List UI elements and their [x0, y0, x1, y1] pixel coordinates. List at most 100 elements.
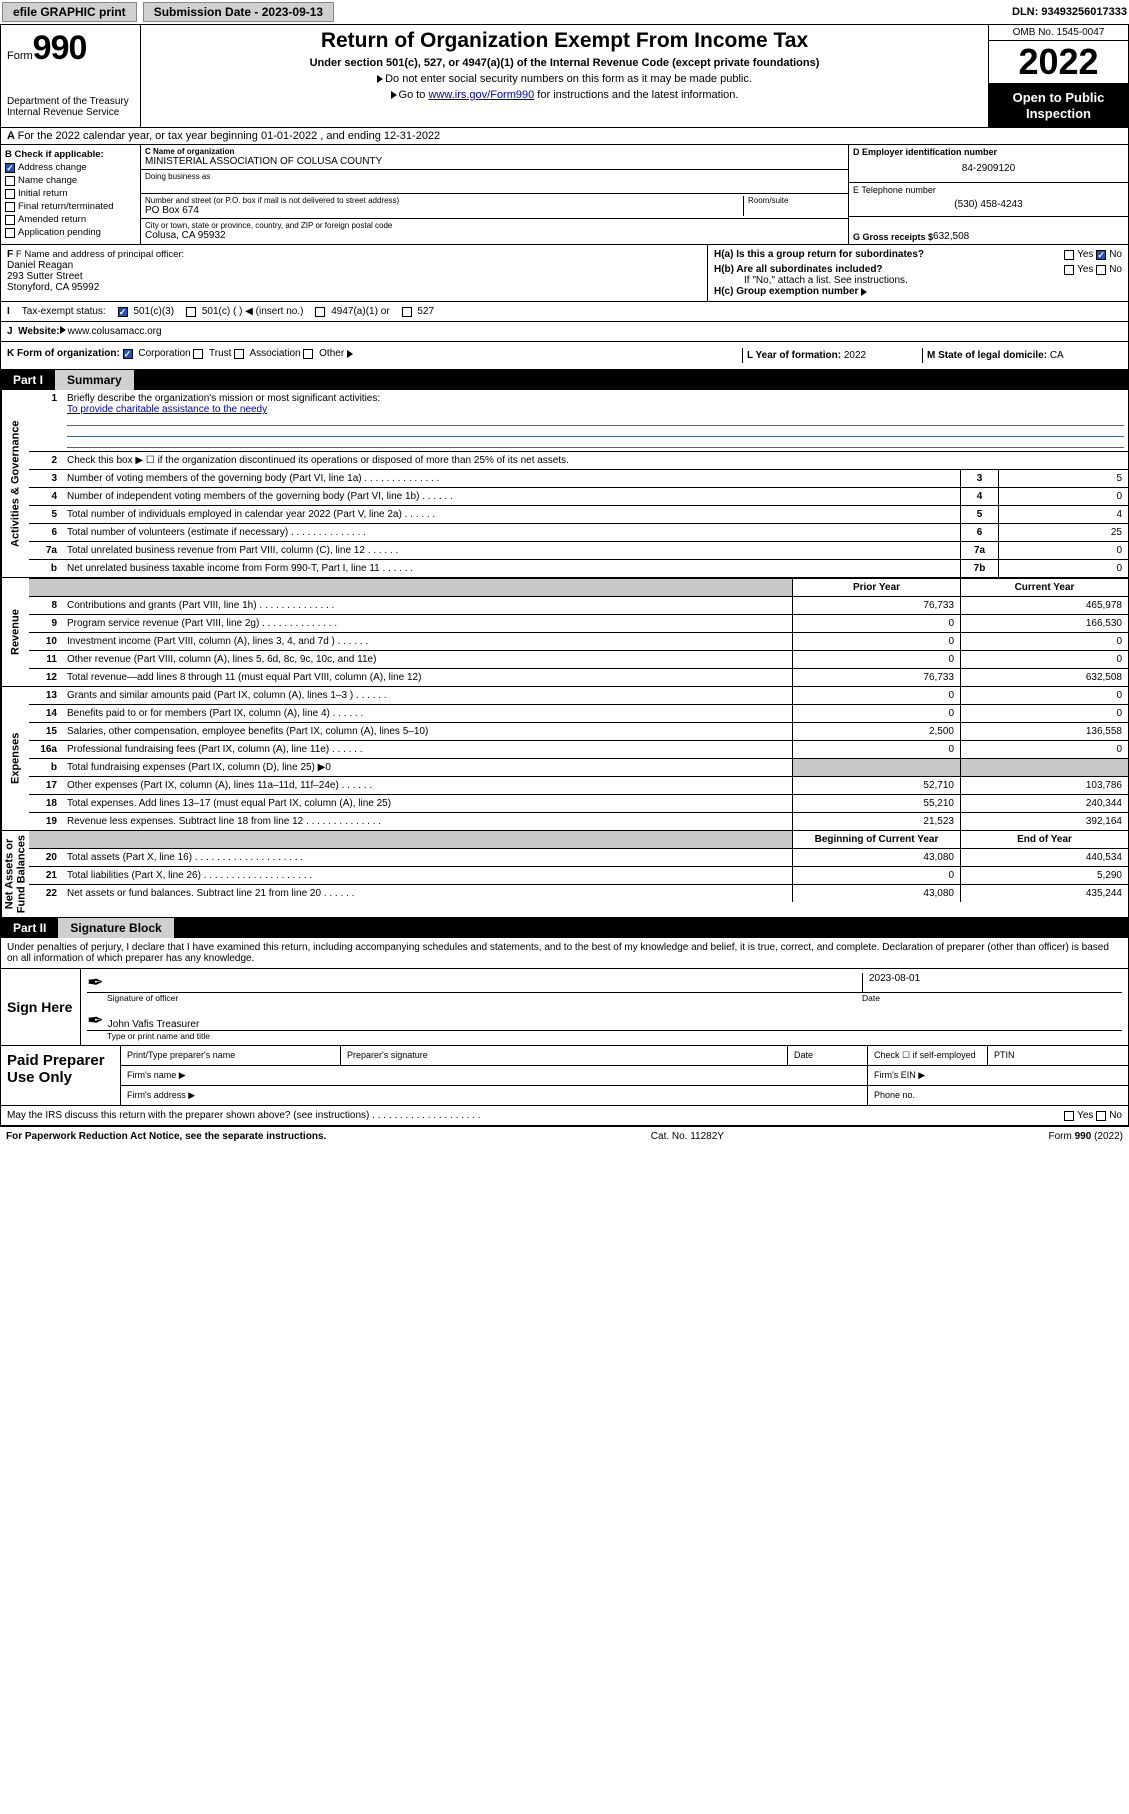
val-3: 5: [998, 470, 1128, 487]
discuss-no[interactable]: [1096, 1111, 1106, 1121]
opt-corp: Corporation: [138, 348, 190, 359]
may-irs-discuss: May the IRS discuss this return with the…: [1, 1105, 1128, 1125]
room-label: Room/suite: [748, 196, 844, 205]
e22: 435,244: [960, 885, 1128, 902]
opt-trust: Trust: [209, 348, 231, 359]
chk-trust[interactable]: [193, 349, 203, 359]
vtab-revenue: Revenue: [1, 578, 29, 686]
form-ref: Form 990 (2022): [1049, 1131, 1123, 1142]
hc-label: H(c) Group exemption number: [714, 286, 858, 297]
net-assets-section: Net Assets or Fund Balances Beginning of…: [1, 831, 1128, 918]
page-footer: For Paperwork Reduction Act Notice, see …: [0, 1126, 1129, 1146]
triangle-icon: [377, 75, 383, 83]
tax-exempt-label: Tax-exempt status:: [22, 306, 106, 317]
p13: 0: [792, 687, 960, 704]
box-b-label: B Check if applicable:: [5, 149, 136, 160]
topbar: efile GRAPHIC print Submission Date - 20…: [0, 0, 1129, 24]
sign-here-row: Sign Here ✒ 2023-08-01 Signature of offi…: [1, 968, 1128, 1045]
efile-button[interactable]: efile GRAPHIC print: [2, 2, 137, 22]
line-15: Salaries, other compensation, employee b…: [63, 723, 792, 740]
ha-no[interactable]: ✓: [1096, 250, 1106, 260]
b20: 43,080: [792, 849, 960, 866]
part-ii-header: Part II Signature Block: [1, 918, 1128, 938]
no-label: No: [1109, 1110, 1122, 1121]
submission-date-button[interactable]: Submission Date - 2023-09-13: [143, 2, 334, 22]
boxes-d-e-g: D Employer identification number 84-2909…: [848, 145, 1128, 244]
year-formation: 2022: [844, 350, 866, 361]
mission-text: To provide charitable assistance to the …: [67, 404, 267, 415]
opt-app: Application pending: [18, 227, 101, 238]
block-b-through-g: B Check if applicable: ✓Address change N…: [1, 145, 1128, 245]
ha-yes[interactable]: [1064, 250, 1074, 260]
org-name: MINISTERIAL ASSOCIATION OF COLUSA COUNTY: [145, 156, 844, 167]
header-left: Form990 Department of the Treasury Inter…: [1, 25, 141, 127]
paid-preparer-row: Paid Preparer Use Only Print/Type prepar…: [1, 1045, 1128, 1105]
line-7b: Net unrelated business taxable income fr…: [63, 560, 960, 577]
chk-527[interactable]: [402, 307, 412, 317]
c17: 103,786: [960, 777, 1128, 794]
phone-value: (530) 458-4243: [853, 195, 1124, 214]
line-16b: Total fundraising expenses (Part IX, col…: [63, 759, 792, 776]
checkbox-addr-change[interactable]: ✓: [5, 163, 15, 173]
officer-addr2: Stonyford, CA 95992: [7, 282, 99, 293]
box-e-label: E Telephone number: [853, 185, 1124, 195]
yes-label: Yes: [1077, 1110, 1093, 1121]
no-label: No: [1109, 249, 1122, 260]
chk-corp[interactable]: ✓: [123, 349, 133, 359]
chk-4947[interactable]: [315, 307, 325, 317]
current-year-head: Current Year: [960, 579, 1128, 596]
pra-notice: For Paperwork Reduction Act Notice, see …: [6, 1131, 326, 1142]
checkbox-name-change[interactable]: [5, 176, 15, 186]
opt-amended: Amended return: [18, 214, 86, 225]
dln-value: 93493256017333: [1041, 6, 1127, 18]
line-11: Other revenue (Part VIII, column (A), li…: [63, 651, 792, 668]
city-label: City or town, state or province, country…: [145, 221, 844, 230]
line-9: Program service revenue (Part VIII, line…: [63, 615, 792, 632]
chk-assoc[interactable]: [234, 349, 244, 359]
officer-name: Daniel Reagan: [7, 260, 73, 271]
irs-link[interactable]: www.irs.gov/Form990: [428, 89, 534, 101]
val-7a: 0: [998, 542, 1128, 559]
part-ii-label: Part II: [1, 918, 58, 938]
gross-receipts: 632,508: [933, 231, 969, 242]
p9: 0: [792, 615, 960, 632]
c11: 0: [960, 651, 1128, 668]
subdate-label: Submission Date -: [154, 5, 262, 19]
line-6: Total number of volunteers (estimate if …: [63, 524, 960, 541]
line-10: Investment income (Part VIII, column (A)…: [63, 633, 792, 650]
line-19: Revenue less expenses. Subtract line 18 …: [63, 813, 792, 830]
chk-501c[interactable]: [186, 307, 196, 317]
box-g-label: G Gross receipts $: [853, 232, 933, 242]
checkbox-initial[interactable]: [5, 189, 15, 199]
b21: 0: [792, 867, 960, 884]
line-k-label: K Form of organization:: [7, 348, 120, 359]
b22: 43,080: [792, 885, 960, 902]
dept-treasury: Department of the Treasury Internal Reve…: [7, 96, 134, 118]
line-8: Contributions and grants (Part VIII, lin…: [63, 597, 792, 614]
form-word: Form: [7, 50, 33, 62]
form-header: Form990 Department of the Treasury Inter…: [1, 25, 1128, 128]
hb-yes[interactable]: [1064, 265, 1074, 275]
checkbox-app-pending[interactable]: [5, 228, 15, 238]
chk-other[interactable]: [303, 349, 313, 359]
omb-number: OMB No. 1545-0047: [989, 25, 1128, 41]
c16a: 0: [960, 741, 1128, 758]
dln: DLN: 93493256017333: [1012, 6, 1127, 18]
activities-governance: Activities & Governance 1 Briefly descri…: [1, 390, 1128, 578]
city-state-zip: Colusa, CA 95932: [145, 230, 844, 241]
checkbox-final[interactable]: [5, 202, 15, 212]
p19: 21,523: [792, 813, 960, 830]
chk-501c3[interactable]: ✓: [118, 307, 128, 317]
c13: 0: [960, 687, 1128, 704]
line-12: Total revenue—add lines 8 through 11 (mu…: [63, 669, 792, 686]
form-title: Return of Organization Exempt From Incom…: [147, 29, 982, 53]
vtab-expenses: Expenses: [1, 687, 29, 830]
discuss-yes[interactable]: [1064, 1111, 1074, 1121]
hb-no[interactable]: [1096, 265, 1106, 275]
triangle-icon: [861, 288, 867, 296]
p17: 52,710: [792, 777, 960, 794]
line-i: I Tax-exempt status: ✓ 501(c)(3) 501(c) …: [1, 302, 1128, 322]
sig-date-value: 2023-08-01: [862, 973, 1122, 992]
opt-name: Name change: [18, 175, 77, 186]
checkbox-amended[interactable]: [5, 215, 15, 225]
